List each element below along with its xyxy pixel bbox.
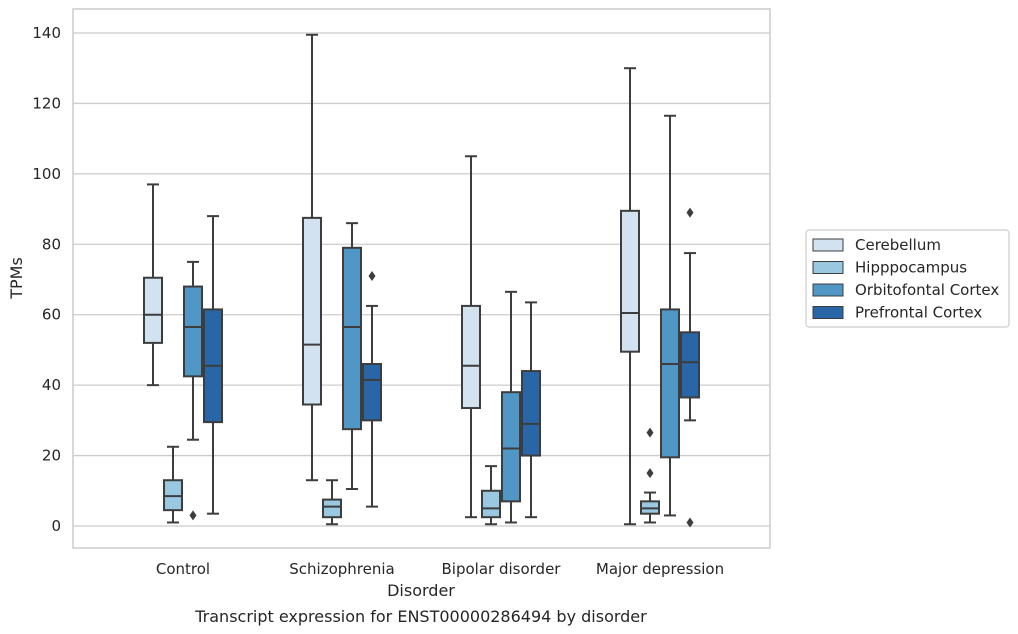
y-tick-labels: 0 20 40 60 80 100 120 140: [32, 24, 61, 535]
outlier-point: [686, 517, 694, 528]
y-tick-label: 60: [42, 306, 61, 324]
x-tick-label: Major depression: [596, 560, 724, 578]
x-tick-labels: Control Schizophrenia Bipolar disorder Majo…: [156, 560, 724, 578]
box-body: [481, 489, 501, 519]
box-hipppocampus-schizophrenia: [322, 479, 342, 526]
legend-swatch: [812, 261, 844, 274]
legend-label: Prefrontal Cortex: [855, 304, 982, 322]
box-hipppocampus-major-depression: [640, 427, 660, 524]
outlier-point: [686, 207, 694, 218]
box-body: [660, 308, 680, 459]
box-cerebellum-control: [143, 183, 163, 387]
x-tick-label: Control: [156, 560, 210, 578]
legend-swatch: [812, 238, 844, 252]
box-body: [322, 498, 342, 519]
x-axis-label: Disorder: [387, 581, 455, 600]
y-tick-label: 0: [51, 517, 61, 535]
legend-label: Cerebellum: [855, 236, 941, 254]
box-cerebellum-bipolar-disorder: [461, 155, 481, 519]
box-body: [680, 331, 700, 399]
box-body: [461, 304, 481, 410]
box-prefrontal-cortex-control: [203, 215, 223, 515]
box-body: [521, 370, 541, 457]
box-cerebellum-major-depression: [620, 67, 640, 526]
box-orbitofontal-cortex-control: [183, 260, 203, 521]
box-body: [342, 246, 362, 431]
chart-caption: Transcript expression for ENST0000028649…: [194, 607, 647, 626]
legend-label: Orbitofontal Cortex: [855, 281, 999, 299]
box-orbitofontal-cortex-major-depression: [660, 114, 680, 517]
box-prefrontal-cortex-major-depression: [680, 207, 700, 528]
y-tick-label: 120: [32, 94, 61, 112]
box-prefrontal-cortex-schizophrenia: [362, 270, 382, 508]
x-tick-label: Schizophrenia: [289, 560, 394, 578]
box-body: [183, 285, 203, 378]
legend-swatch: [812, 306, 844, 319]
outlier-point: [368, 270, 376, 281]
box-prefrontal-cortex-bipolar-disorder: [521, 301, 541, 519]
box-body: [501, 391, 521, 503]
box-hipppocampus-bipolar-disorder: [481, 465, 501, 526]
y-tick-label: 80: [42, 235, 61, 253]
legend-swatch: [812, 283, 844, 297]
outlier-point: [646, 427, 654, 438]
plot-area: [72, 8, 771, 549]
legend-frame: [805, 229, 1010, 328]
y-axis-label: TPMs: [7, 257, 26, 300]
box-body: [302, 216, 322, 406]
legend-label: Hipppocampus: [855, 259, 967, 277]
boxes: [143, 33, 700, 528]
y-tick-label: 100: [32, 165, 61, 183]
box-body: [620, 209, 640, 353]
box-orbitofontal-cortex-schizophrenia: [342, 222, 362, 491]
box-cerebellum-schizophrenia: [302, 33, 322, 482]
legend: Cerebellum Hipppocampus Orbitofontal Corte…: [805, 229, 1010, 328]
box-body: [362, 363, 382, 422]
box-body: [143, 276, 163, 344]
y-tick-label: 20: [42, 447, 61, 465]
x-tick-label: Bipolar disorder: [442, 560, 562, 578]
y-tick-label: 40: [42, 376, 61, 394]
box-hipppocampus-control: [163, 445, 183, 524]
box-orbitofontal-cortex-bipolar-disorder: [501, 290, 521, 524]
outlier-point: [646, 468, 654, 479]
y-tick-label: 140: [32, 24, 61, 42]
outlier-point: [189, 510, 197, 521]
